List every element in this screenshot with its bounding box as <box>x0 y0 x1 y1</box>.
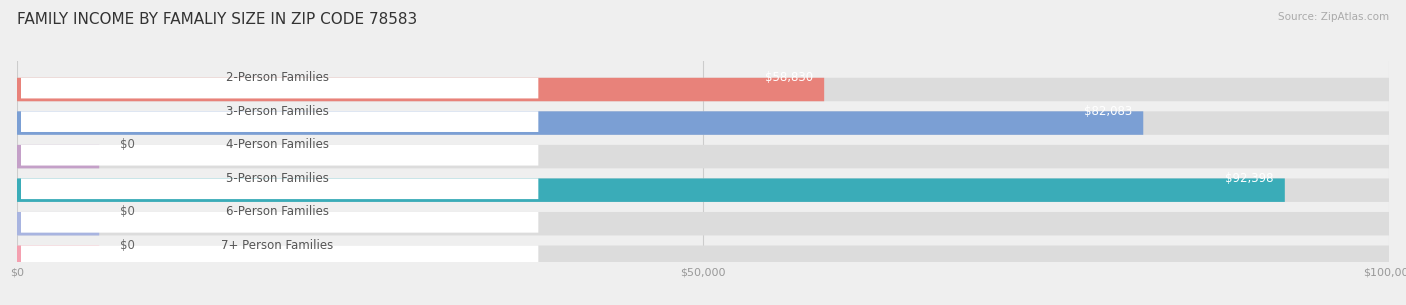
PathPatch shape <box>21 212 538 233</box>
Text: $0: $0 <box>120 138 135 151</box>
PathPatch shape <box>17 111 1143 135</box>
Text: $0: $0 <box>120 239 135 252</box>
PathPatch shape <box>17 78 1389 101</box>
Text: 6-Person Families: 6-Person Families <box>226 206 329 218</box>
Text: Source: ZipAtlas.com: Source: ZipAtlas.com <box>1278 12 1389 22</box>
Text: $58,830: $58,830 <box>765 71 813 84</box>
Text: $82,083: $82,083 <box>1084 105 1132 118</box>
PathPatch shape <box>17 212 100 235</box>
Text: 5-Person Families: 5-Person Families <box>226 172 329 185</box>
PathPatch shape <box>17 246 1389 269</box>
Text: 3-Person Families: 3-Person Families <box>226 105 329 118</box>
PathPatch shape <box>17 78 824 101</box>
Text: $92,398: $92,398 <box>1226 172 1274 185</box>
PathPatch shape <box>21 78 538 99</box>
Text: 4-Person Families: 4-Person Families <box>226 138 329 151</box>
PathPatch shape <box>17 212 1389 235</box>
PathPatch shape <box>21 111 538 132</box>
PathPatch shape <box>17 246 100 269</box>
PathPatch shape <box>21 246 538 266</box>
Text: 7+ Person Families: 7+ Person Families <box>222 239 333 252</box>
PathPatch shape <box>21 145 538 166</box>
Text: 2-Person Families: 2-Person Families <box>226 71 329 84</box>
PathPatch shape <box>21 178 538 199</box>
PathPatch shape <box>17 145 1389 168</box>
PathPatch shape <box>17 111 1389 135</box>
Text: FAMILY INCOME BY FAMALIY SIZE IN ZIP CODE 78583: FAMILY INCOME BY FAMALIY SIZE IN ZIP COD… <box>17 12 418 27</box>
PathPatch shape <box>17 178 1285 202</box>
PathPatch shape <box>17 145 100 168</box>
Text: $0: $0 <box>120 206 135 218</box>
PathPatch shape <box>17 178 1389 202</box>
